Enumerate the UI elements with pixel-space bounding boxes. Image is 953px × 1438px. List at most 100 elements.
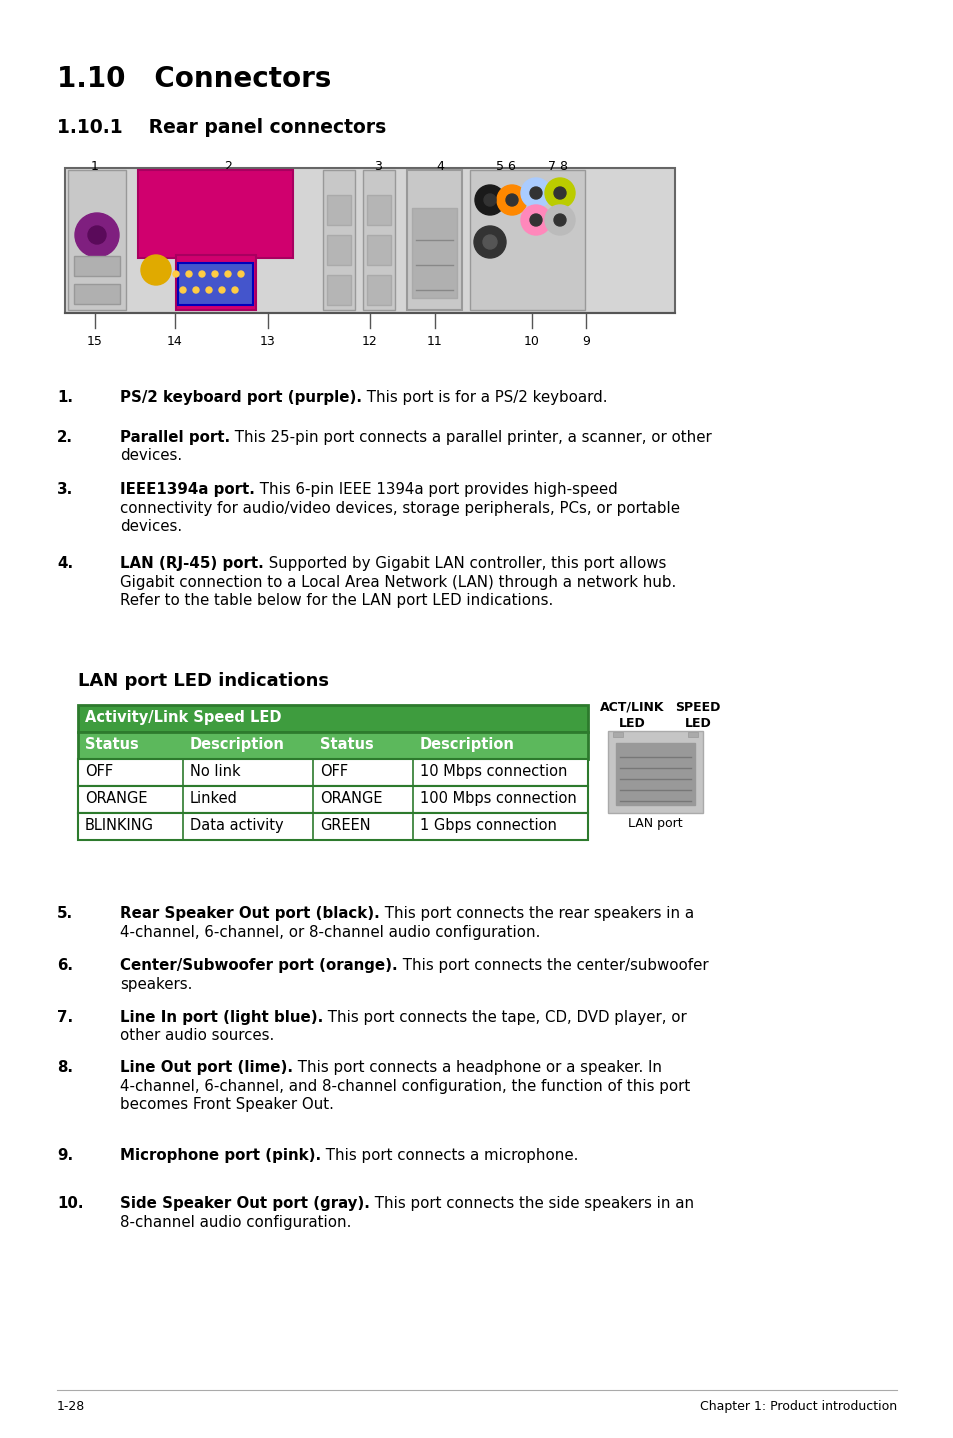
Bar (323, 170, 355, 311)
Text: 2.: 2. (57, 430, 73, 444)
Text: 10: 10 (523, 335, 539, 348)
Circle shape (554, 187, 565, 198)
Circle shape (483, 194, 496, 206)
Bar (78, 759, 587, 787)
Text: 3: 3 (374, 160, 381, 173)
Bar (607, 731, 702, 812)
Text: 9.: 9. (57, 1148, 73, 1163)
Text: 100 Mbps connection: 100 Mbps connection (419, 791, 577, 807)
Text: Status: Status (85, 738, 138, 752)
Text: 12: 12 (362, 335, 377, 348)
Circle shape (232, 288, 237, 293)
Text: Line In port (light blue).: Line In port (light blue). (120, 1009, 323, 1025)
Text: LAN (RJ-45) port.: LAN (RJ-45) port. (120, 557, 263, 571)
Text: Side Speaker Out port (gray).: Side Speaker Out port (gray). (120, 1196, 370, 1211)
Text: 10 Mbps connection: 10 Mbps connection (419, 764, 567, 779)
Circle shape (544, 206, 575, 234)
Text: 4: 4 (436, 160, 443, 173)
Text: Description: Description (190, 738, 285, 752)
Text: Linked: Linked (190, 791, 237, 807)
Text: Chapter 1: Product introduction: Chapter 1: Product introduction (700, 1401, 896, 1414)
Circle shape (88, 226, 106, 244)
Circle shape (475, 186, 504, 216)
Text: 1.10   Connectors: 1.10 Connectors (57, 65, 331, 93)
Bar (327, 275, 351, 305)
Text: OFF: OFF (85, 764, 113, 779)
Bar (327, 196, 351, 224)
Bar (327, 234, 351, 265)
Text: ORANGE: ORANGE (85, 791, 148, 807)
Text: 5 6: 5 6 (496, 160, 516, 173)
Text: This port connects the center/subwoofer: This port connects the center/subwoofer (397, 958, 707, 974)
Text: This port connects the side speakers in an: This port connects the side speakers in … (370, 1196, 693, 1211)
Bar (412, 209, 456, 298)
Circle shape (505, 194, 517, 206)
Bar (178, 263, 253, 305)
Text: Microphone port (pink).: Microphone port (pink). (120, 1148, 321, 1163)
Text: LED: LED (618, 718, 644, 731)
Circle shape (237, 270, 244, 278)
Bar (367, 234, 391, 265)
Text: 2: 2 (224, 160, 232, 173)
Text: 15: 15 (87, 335, 103, 348)
Circle shape (520, 206, 551, 234)
Text: Parallel port.: Parallel port. (120, 430, 230, 444)
Text: 7.: 7. (57, 1009, 73, 1025)
Bar (407, 170, 461, 311)
Text: ACT/LINK: ACT/LINK (599, 700, 663, 715)
Bar (138, 170, 293, 257)
Text: 9: 9 (581, 335, 589, 348)
Bar (367, 275, 391, 305)
Circle shape (530, 214, 541, 226)
Bar (363, 170, 395, 311)
Bar (470, 170, 584, 311)
Text: This 25-pin port connects a parallel printer, a scanner, or other: This 25-pin port connects a parallel pri… (230, 430, 711, 444)
Bar (78, 732, 587, 759)
Text: This port connects a microphone.: This port connects a microphone. (321, 1148, 578, 1163)
Text: 1 Gbps connection: 1 Gbps connection (419, 818, 557, 833)
Circle shape (544, 178, 575, 209)
Text: Supported by Gigabit LAN controller, this port allows: Supported by Gigabit LAN controller, thi… (263, 557, 665, 571)
Text: 1.: 1. (57, 390, 73, 406)
Bar (78, 812, 587, 840)
Circle shape (75, 213, 119, 257)
Text: GREEN: GREEN (319, 818, 370, 833)
Bar (74, 256, 120, 276)
Circle shape (219, 288, 225, 293)
Text: Activity/Link Speed LED: Activity/Link Speed LED (85, 710, 281, 725)
Text: Line Out port (lime).: Line Out port (lime). (120, 1060, 293, 1076)
Text: LAN port: LAN port (627, 817, 681, 830)
Circle shape (497, 186, 526, 216)
Text: OFF: OFF (319, 764, 348, 779)
Text: LAN port LED indications: LAN port LED indications (78, 672, 329, 690)
Text: Data activity: Data activity (190, 818, 283, 833)
Text: 1-28: 1-28 (57, 1401, 85, 1414)
Text: devices.: devices. (120, 519, 182, 533)
Text: Rear Speaker Out port (black).: Rear Speaker Out port (black). (120, 906, 379, 920)
Bar (78, 787, 587, 812)
Bar (68, 170, 126, 311)
Text: 8.: 8. (57, 1060, 73, 1076)
Text: 6.: 6. (57, 958, 73, 974)
Text: 8-channel audio configuration.: 8-channel audio configuration. (120, 1215, 351, 1229)
Text: This port connects the rear speakers in a: This port connects the rear speakers in … (379, 906, 693, 920)
Circle shape (520, 178, 551, 209)
Text: LED: LED (684, 718, 711, 731)
Text: 4-channel, 6-channel, and 8-channel configuration, the function of this port: 4-channel, 6-channel, and 8-channel conf… (120, 1078, 690, 1093)
Text: 1: 1 (91, 160, 99, 173)
Text: becomes Front Speaker Out.: becomes Front Speaker Out. (120, 1097, 334, 1112)
Circle shape (225, 270, 231, 278)
Text: SPEED: SPEED (675, 700, 720, 715)
Circle shape (172, 270, 179, 278)
Text: This port connects the tape, CD, DVD player, or: This port connects the tape, CD, DVD pla… (323, 1009, 686, 1025)
Text: This 6-pin IEEE 1394a port provides high-speed: This 6-pin IEEE 1394a port provides high… (254, 482, 617, 498)
Bar (78, 705, 587, 732)
Circle shape (554, 214, 565, 226)
Circle shape (141, 255, 171, 285)
Text: 11: 11 (427, 335, 442, 348)
Circle shape (186, 270, 192, 278)
Text: 4-channel, 6-channel, or 8-channel audio configuration.: 4-channel, 6-channel, or 8-channel audio… (120, 925, 539, 939)
Text: speakers.: speakers. (120, 976, 193, 991)
Circle shape (206, 288, 212, 293)
Circle shape (212, 270, 218, 278)
